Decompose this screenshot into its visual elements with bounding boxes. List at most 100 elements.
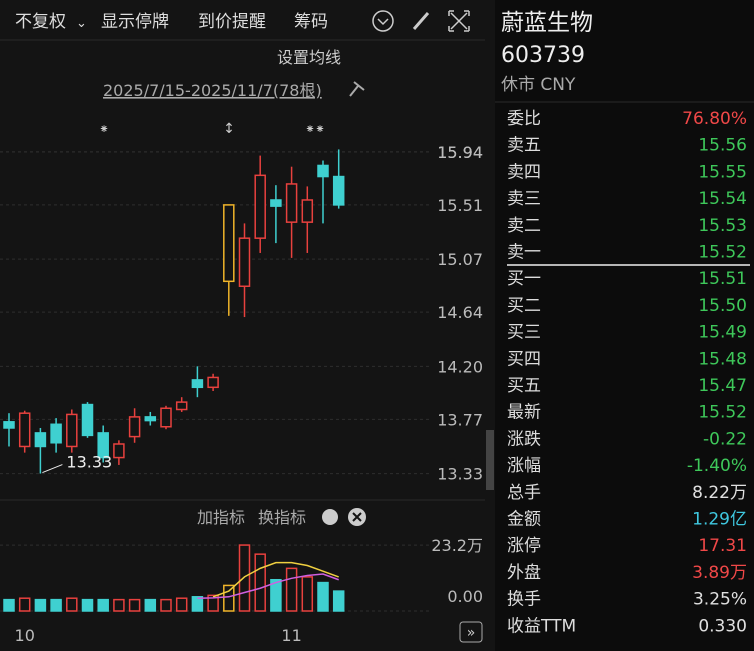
book-label: 买一 xyxy=(507,269,541,289)
volume-bar xyxy=(97,598,109,612)
volume-bar xyxy=(301,576,314,612)
adjust-menu[interactable]: 不复权 xyxy=(15,12,66,32)
volume-bar xyxy=(113,598,125,612)
book-value: 15.48 xyxy=(698,349,747,369)
y-tick-label: 15.51 xyxy=(437,196,483,215)
volume-bar xyxy=(3,598,15,612)
y-tick-label: 14.20 xyxy=(437,357,483,376)
book-label: 换手 xyxy=(507,590,541,610)
book-label: 卖三 xyxy=(507,189,541,209)
candle-body xyxy=(238,237,251,287)
market-status: 休市 CNY xyxy=(501,75,576,95)
volume-bar xyxy=(254,553,266,612)
book-label: 买二 xyxy=(507,296,541,316)
book-value: 8.22万 xyxy=(692,483,747,503)
alert-button[interactable]: 到价提醒 xyxy=(198,12,266,32)
add-indicator[interactable]: 加指标 xyxy=(197,508,245,527)
volume-bar xyxy=(191,596,204,612)
book-label: 金额 xyxy=(507,510,541,530)
volume-bar xyxy=(34,598,47,612)
low-annotation: 13.33 xyxy=(66,453,112,472)
candle-body xyxy=(34,432,47,448)
candle-body xyxy=(3,421,15,429)
range-label: 2025/7/15-2025/11/7(78根) xyxy=(103,81,322,100)
y-tick-label: 13.33 xyxy=(437,465,483,484)
candle-body xyxy=(113,443,125,459)
book-value: 3.25% xyxy=(693,590,747,610)
candle-body xyxy=(270,199,282,207)
book-label: 买四 xyxy=(507,349,541,369)
volume-bar xyxy=(238,544,251,612)
settings-icon[interactable] xyxy=(322,509,338,525)
stock-name: 蔚蓝生物 xyxy=(501,10,593,36)
close-icon xyxy=(352,512,362,522)
y-tick-label: 15.94 xyxy=(437,143,483,162)
book-label: 卖四 xyxy=(507,162,541,182)
candle-body xyxy=(97,432,109,459)
switch-indicator[interactable]: 换指标 xyxy=(258,508,306,527)
volume-bar xyxy=(332,590,345,612)
book-label: 买五 xyxy=(507,376,541,396)
event-marker: ⁕ xyxy=(99,122,109,136)
ma-line xyxy=(212,561,339,598)
suspend-toggle[interactable]: 显示停牌 xyxy=(101,12,169,32)
expand-icon: » xyxy=(467,625,476,641)
y-tick-label: 0.00 xyxy=(447,587,483,606)
candle-body xyxy=(285,183,298,223)
book-value: 15.56 xyxy=(698,136,747,156)
draw-icon[interactable] xyxy=(412,12,430,30)
expand-button[interactable] xyxy=(459,621,483,643)
volume-bar xyxy=(66,597,78,612)
book-value: 15.52 xyxy=(698,243,747,263)
book-value: 15.53 xyxy=(698,216,747,236)
ma-line xyxy=(197,573,339,599)
candle-body xyxy=(128,416,141,438)
book-value: 3.89万 xyxy=(692,563,747,583)
volume-bar xyxy=(18,597,31,612)
book-value: 15.54 xyxy=(698,189,747,209)
dropdown-icon[interactable] xyxy=(372,10,394,32)
book-value: 0.330 xyxy=(698,616,747,636)
chips-button[interactable]: 筹码 xyxy=(294,12,328,32)
volume-bar xyxy=(128,598,141,612)
y-tick-label: 13.77 xyxy=(437,410,483,429)
y-tick-label: 14.64 xyxy=(437,303,483,322)
caret: ⌄ xyxy=(76,16,87,31)
book-label: 总手 xyxy=(507,483,541,503)
fullscreen-icon[interactable] xyxy=(448,10,470,32)
book-label: 委比 xyxy=(507,109,541,129)
book-value: 15.52 xyxy=(698,403,747,423)
dropdown-icon xyxy=(377,18,389,26)
ma-setting[interactable]: 设置均线 xyxy=(277,48,341,67)
event-marker: ⁕⁕ xyxy=(305,122,325,136)
book-label: 涨幅 xyxy=(507,456,541,476)
volume-bar xyxy=(144,598,157,612)
event-marker: ↕ xyxy=(223,121,235,137)
volume-bar xyxy=(50,598,62,612)
scrollbar[interactable] xyxy=(486,430,494,490)
y-tick-label: 15.07 xyxy=(437,250,483,269)
candle-body xyxy=(254,174,266,239)
book-label: 买三 xyxy=(507,323,541,343)
volume-bar xyxy=(207,594,219,612)
candle-body xyxy=(223,204,235,283)
book-value: 15.47 xyxy=(698,376,747,396)
book-label: 涨停 xyxy=(507,536,541,556)
book-label: 卖五 xyxy=(507,136,541,156)
volume-bar xyxy=(317,581,329,612)
book-value: 15.49 xyxy=(698,323,747,343)
volume-bar xyxy=(160,598,172,612)
y-tick-label: 23.2万 xyxy=(431,536,483,555)
x-tick-label: 11 xyxy=(281,626,301,645)
candle-body xyxy=(50,423,62,444)
book-value: 15.51 xyxy=(698,269,747,289)
book-label: 收益TTM xyxy=(507,616,576,636)
book-value: 15.55 xyxy=(698,162,747,182)
candle-body xyxy=(144,416,157,422)
volume-bar xyxy=(81,598,94,612)
pin-icon[interactable] xyxy=(349,81,365,97)
volume-bar xyxy=(270,578,282,612)
book-value: -1.40% xyxy=(687,456,747,476)
